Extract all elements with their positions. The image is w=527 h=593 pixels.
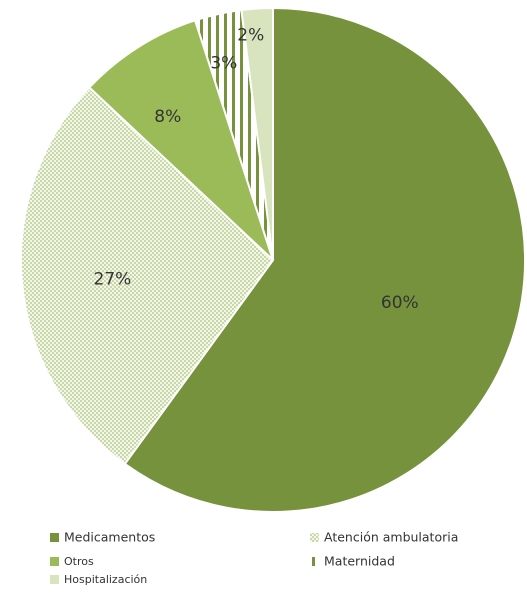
data-label-atencion-ambulatoria: 27% [94, 270, 132, 290]
pie-slice-atencion-ambulatoria [20, 86, 275, 466]
legend-label-maternidad: Maternidad [324, 554, 395, 569]
pie-data-labels: 60% 27% 8% 3%2% [94, 26, 419, 313]
data-label-otros: 8% [154, 107, 181, 127]
legend: Medicamentos Atención ambulatoria Otros Mat… [50, 530, 458, 586]
pie-slices [20, 6, 526, 513]
legend-label-medicamentos: Medicamentos [64, 530, 155, 545]
legend-swatch-maternidad [310, 557, 319, 566]
legend-item-atencion-ambulatoria: Atención ambulatoria [310, 530, 458, 545]
legend-item-hospitalizacion: Hospitalización [50, 573, 147, 586]
legend-swatch-otros [50, 557, 59, 566]
legend-item-maternidad: Maternidad [310, 554, 395, 569]
legend-item-otros: Otros [50, 555, 94, 568]
legend-label-atencion-ambulatoria: Atención ambulatoria [324, 530, 458, 545]
data-label-maternidad: 3% [210, 53, 237, 73]
pie-slice-hospitalizacion [240, 6, 274, 261]
legend-label-hospitalizacion: Hospitalización [64, 573, 147, 586]
pie-slice-medicamentos [123, 6, 526, 513]
legend-swatch-medicamentos [50, 533, 59, 542]
data-label-hospitalizacion: 2% [237, 26, 264, 46]
legend-swatch-atencion-ambulatoria [310, 533, 319, 542]
pie-slice-otros [87, 19, 274, 261]
data-label-medicamentos: 60% [381, 293, 419, 313]
legend-swatch-hospitalizacion [50, 575, 59, 584]
legend-item-medicamentos: Medicamentos [50, 530, 155, 545]
legend-label-otros: Otros [64, 555, 94, 568]
